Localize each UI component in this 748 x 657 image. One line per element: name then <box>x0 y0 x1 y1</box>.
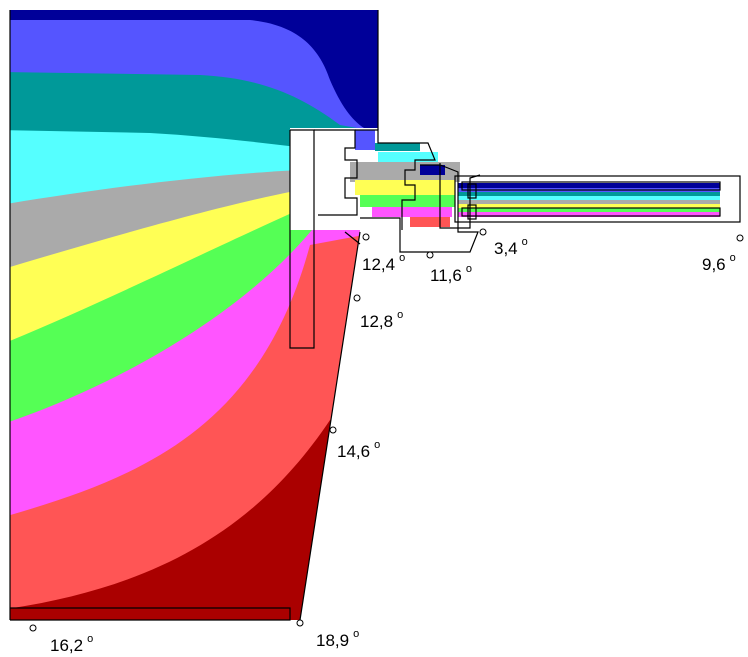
cill-line <box>344 231 361 245</box>
band-10 <box>10 410 378 620</box>
frame-band-red <box>410 217 450 227</box>
inner-lining-outline <box>289 129 315 349</box>
marker-14-6 <box>329 426 337 434</box>
label-9-6: 9,6 o <box>702 252 736 274</box>
label-11-6: 11,6 o <box>430 263 472 285</box>
spacer-upper <box>467 183 477 199</box>
frame-outline-upper <box>355 129 436 230</box>
marker-12-4 <box>362 233 370 241</box>
label-12-4: 12,4 o <box>362 252 405 274</box>
frame-band-cyan <box>378 152 438 162</box>
glass-pane-upper <box>461 181 721 191</box>
marker-3-4 <box>479 228 487 236</box>
frame-band-green <box>360 195 455 207</box>
spacer-lower <box>467 204 477 220</box>
frame-band-magenta <box>372 207 452 217</box>
glass-pane-outer <box>454 175 741 223</box>
frame-band-darkblue <box>420 165 445 175</box>
sash-outline <box>439 163 481 229</box>
wall-bottom-outline <box>10 607 291 621</box>
frame-outline-lower <box>360 164 479 253</box>
frame-band-yellow <box>355 180 455 195</box>
wall-temperature-field <box>10 10 378 620</box>
marker-12-8 <box>353 294 361 302</box>
label-16-2: 16,2 o <box>50 633 93 655</box>
wall-outer-slope <box>299 231 361 621</box>
label-14-6: 14,6 o <box>337 439 380 461</box>
marker-18-9 <box>296 619 304 627</box>
temperature-labels: 16,2 o 18,9 o 14,6 o 12,8 o 12,4 o 11,6 o 3,4 o… <box>50 236 736 655</box>
label-18-9: 18,9 o <box>316 628 359 650</box>
frame-temperature-field <box>350 130 460 227</box>
lintel-outline <box>314 129 358 216</box>
marker-11-6 <box>426 251 434 259</box>
glazing-band-7 <box>458 208 720 212</box>
construction-outlines <box>9 10 741 621</box>
frame-band-blue <box>355 130 375 150</box>
marker-16-2 <box>29 624 37 632</box>
label-12-8: 12,8 o <box>360 309 403 331</box>
glazing-band-3 <box>458 192 720 196</box>
glazing-band-6 <box>458 204 720 208</box>
measurement-markers <box>29 228 744 632</box>
glazing-band-5 <box>458 200 720 204</box>
glazing-band-4 <box>458 196 720 200</box>
glazing-temperature-field <box>458 183 720 217</box>
marker-9-6 <box>736 234 744 242</box>
glazing-band-8 <box>458 212 720 217</box>
glazing-band-1 <box>458 183 720 188</box>
frame-band-teal <box>375 143 420 151</box>
glass-pane-lower <box>461 207 721 217</box>
label-3-4: 3,4 o <box>494 236 528 258</box>
